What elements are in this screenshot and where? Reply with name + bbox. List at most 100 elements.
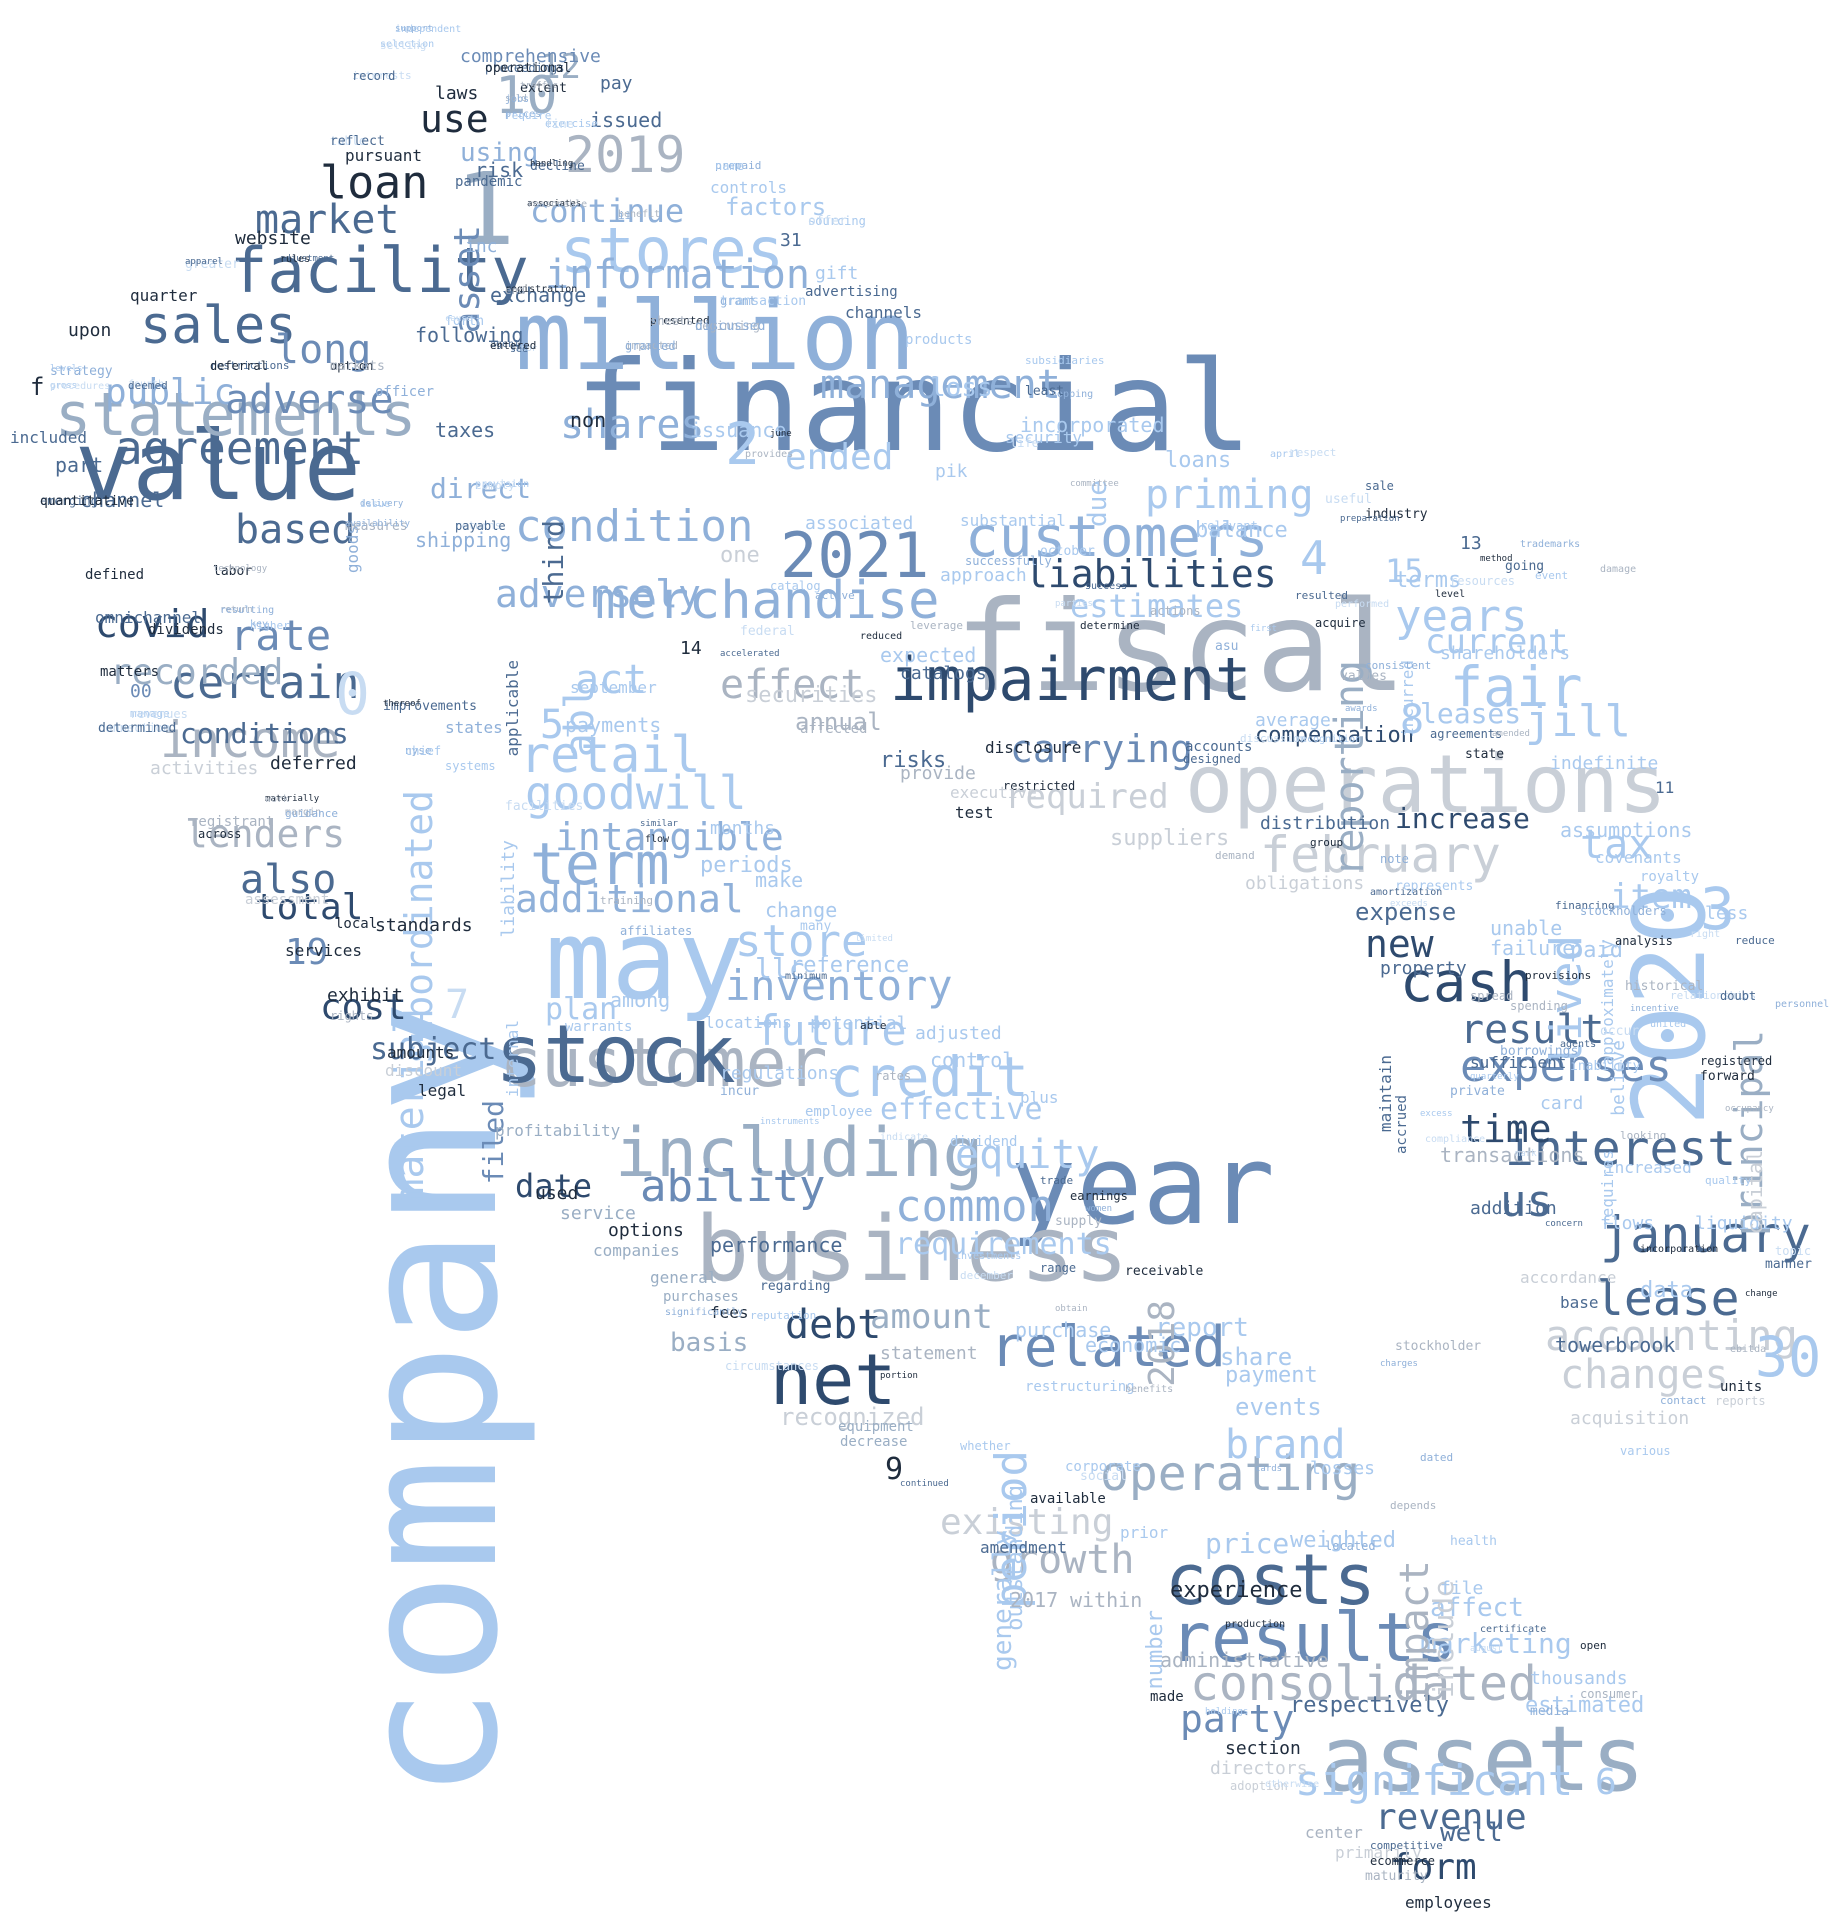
word-small: agent (490, 339, 521, 350)
word-n13: 13 (1460, 533, 1482, 554)
word-expenses: expenses (1460, 1041, 1672, 1092)
word-small: provision (475, 479, 530, 490)
word-local: local (335, 916, 378, 932)
word-small: restrictions (210, 359, 290, 372)
word-credit: credit (830, 1045, 1029, 1109)
word-significant: significant (1295, 1756, 1574, 1805)
word-common: common (895, 1181, 1054, 1232)
word-activities: activities (150, 758, 259, 779)
word-issued: issued (590, 108, 663, 132)
word-also: also (240, 857, 337, 903)
word-included: included (10, 428, 88, 447)
word-small: apparel (185, 257, 223, 267)
word-small: comply (475, 479, 515, 492)
word-believe: believe (1608, 1040, 1629, 1116)
word-small: work (265, 794, 290, 805)
word-small: charges (1380, 1359, 1418, 1369)
word-small: women (1085, 1204, 1113, 1214)
word-associated: associated (805, 513, 914, 534)
word-pik: pik (935, 461, 968, 482)
word-small: investments (955, 1251, 1022, 1262)
word-related: related (990, 1315, 1227, 1380)
word-small: greater (185, 257, 240, 272)
word-average: average (1255, 710, 1331, 731)
word-business: business (695, 1197, 1129, 1302)
word-small: jobs (505, 94, 530, 105)
word-months: months (710, 818, 776, 839)
word-small: concern (1545, 1219, 1583, 1229)
word-card: card (1540, 1093, 1584, 1114)
word-certain: certain (170, 656, 360, 709)
word-small: various (1620, 1444, 1671, 1458)
word-small: depends (1390, 1499, 1437, 1512)
word-small: deemed (128, 379, 168, 392)
word-taxes: taxes (435, 418, 496, 442)
word-impairment: impairment (890, 645, 1252, 715)
word-use: use (420, 97, 489, 141)
word-customers: customers (965, 505, 1269, 570)
word-fair: fair (1450, 655, 1583, 719)
word-n2: 2 (725, 410, 760, 478)
word-small: guidance (285, 807, 338, 820)
word-sufficient: sufficient (1470, 1053, 1567, 1072)
word-small: media (1530, 1704, 1570, 1719)
word-small: leverage (910, 619, 963, 632)
word-small: labor (213, 564, 253, 579)
word-small: acquire (1315, 616, 1366, 630)
word-act: act (575, 657, 648, 703)
word-small: quality (1705, 1174, 1752, 1187)
word-may: may (545, 896, 744, 1024)
word-increase: increase (1395, 802, 1530, 835)
word-small: fourth (128, 379, 165, 390)
word-small: limited (855, 934, 893, 944)
word-small: occupancy (1725, 1104, 1774, 1114)
word-upon: upon (68, 320, 112, 341)
word-small: handling (530, 159, 574, 169)
word-small: health (1450, 1534, 1497, 1549)
word-warrants: warrants (565, 1019, 633, 1035)
word-adversely: adversely (495, 572, 701, 616)
word-small: traffic (520, 81, 558, 91)
word-periods: periods (700, 853, 793, 878)
word-small: asu (1215, 639, 1239, 654)
word-small: spread (1470, 989, 1514, 1003)
word-units: units (1720, 1379, 1763, 1395)
word-services: services (285, 941, 363, 960)
word-small: regarding (760, 1279, 831, 1294)
word-base: base (1560, 1293, 1599, 1312)
word-including: including (615, 1114, 984, 1193)
word-small: end (505, 284, 525, 297)
word-small: open (1580, 1639, 1607, 1652)
word-small: least (1025, 384, 1065, 399)
word-f: f (30, 373, 45, 401)
word-small: reduced (860, 631, 903, 642)
word-small: availability (345, 519, 411, 529)
word-small: margin (285, 807, 322, 818)
word-small: topic (1775, 1244, 1812, 1258)
word-administrative: administrative (1160, 1648, 1329, 1672)
word-small: values (1340, 669, 1387, 684)
word-profitability: profitability (495, 1121, 621, 1140)
word-small: determine (1080, 619, 1140, 632)
word-small: maturity (1365, 1869, 1428, 1884)
word-n14: 14 (680, 638, 702, 659)
word-small: resulting (220, 605, 275, 616)
word-small: improvements (383, 699, 477, 714)
word-small: level (1435, 589, 1466, 600)
word-purchases: purchases (663, 1289, 739, 1305)
word-liquidity: liquidity (1695, 1213, 1793, 1234)
word-small: april (1270, 449, 1301, 460)
word-conditions: conditions (180, 717, 349, 750)
word-small: consistent (1365, 659, 1432, 672)
word-small: active (815, 589, 855, 602)
word-small: reflect (330, 134, 385, 149)
word-options: options (608, 1220, 684, 1241)
word-y2017: 2017 (1010, 1588, 1059, 1612)
word-maintain: maintain (1376, 1055, 1395, 1133)
word-property: property (1380, 958, 1467, 979)
word-economic: economic (1085, 1333, 1182, 1357)
word-recognized: recognized (780, 1403, 925, 1431)
word-small: amended (1492, 729, 1530, 739)
word-small: chief (405, 744, 442, 758)
word-small: sale (1365, 479, 1394, 493)
